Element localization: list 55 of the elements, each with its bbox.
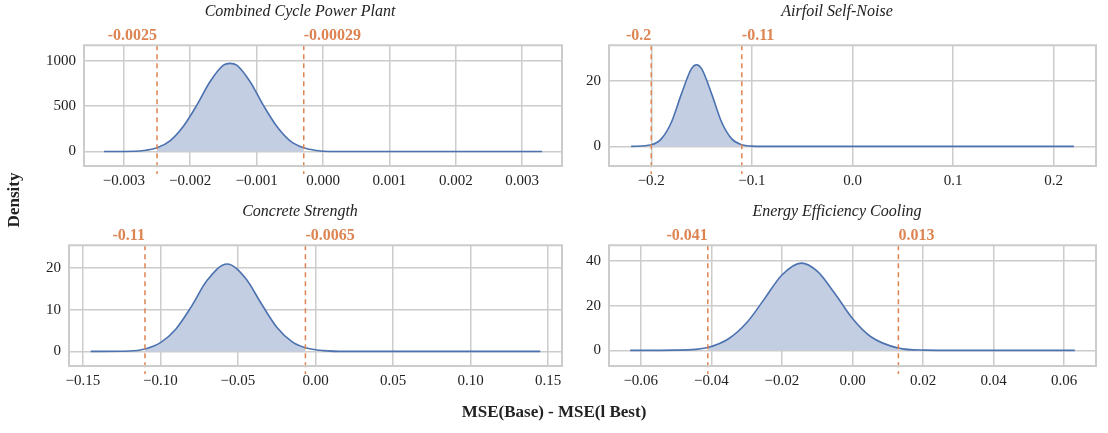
x-tick-label: 0.003 [505,171,540,188]
x-tick-label: −0.003 [102,171,145,188]
y-axis-title: Density [4,172,24,228]
y-tick-label: 40 [586,251,601,268]
x-tick-label: 0.0 [843,171,862,188]
y-tick-label: 0 [53,342,61,359]
x-tick-label: 0.06 [1051,371,1078,388]
y-tick-label: 1000 [46,51,76,68]
y-tick-label: 10 [46,300,61,317]
ref-line-label: -0.0025 [107,26,158,44]
x-tick-label: 0.001 [372,171,407,188]
ref-line-label: -0.041 [666,226,708,244]
x-tick-label: 0.04 [980,371,1008,388]
x-tick-label: −0.06 [623,371,659,388]
y-tick-label: 20 [46,259,61,276]
x-tick-label: 0.00 [302,371,329,388]
ref-line-label: 0.013 [898,226,935,244]
x-tick-label: −0.10 [143,371,178,388]
x-axis-title: MSE(Base) - MSE(l Best) [460,402,648,422]
y-tick-label: 0 [68,142,76,159]
ref-line-label: -0.00029 [303,26,362,44]
x-tick-label: −0.15 [65,371,101,388]
y-tick-label: 500 [53,96,76,113]
chart-title: Concrete Strength [242,201,358,220]
x-tick-label: 0.002 [438,171,473,188]
x-tick-label: −0.04 [693,371,730,388]
line-series [629,262,1076,352]
ref-line-label: -0.2 [625,26,652,44]
chart-title: Energy Efficiency Cooling [751,201,922,220]
x-tick-label: 0.1 [943,171,963,188]
x-tick-label: 0.15 [534,371,562,388]
x-tick-label: 0.000 [306,171,340,188]
x-tick-label: 0.00 [839,371,866,388]
x-tick-label: −0.2 [637,171,665,188]
line-series [630,63,1075,148]
chart-title: Airfoil Self-Noise [780,1,893,20]
x-tick-label: −0.002 [169,171,212,188]
ref-line-label: -0.11 [741,26,775,44]
y-tick-label: 0 [593,137,601,154]
x-tick-label: −0.001 [235,171,278,188]
x-tick-label: −0.1 [738,171,766,188]
x-tick-label: 0.02 [909,371,937,388]
chart-title: Combined Cycle Power Plant [204,1,396,20]
ref-line-label: -0.0065 [305,226,355,244]
y-tick-label: 20 [586,296,601,313]
ref-line-label: -0.11 [112,226,145,244]
y-tick-label: 20 [586,72,601,89]
x-tick-label: −0.02 [764,371,800,388]
y-tick-label: 0 [593,341,601,358]
x-tick-label: 0.05 [379,371,407,388]
line-series [103,62,543,153]
x-tick-label: 0.10 [457,371,484,388]
x-tick-label: −0.05 [220,371,256,388]
x-tick-label: 0.2 [1044,171,1064,188]
line-series [89,263,542,353]
